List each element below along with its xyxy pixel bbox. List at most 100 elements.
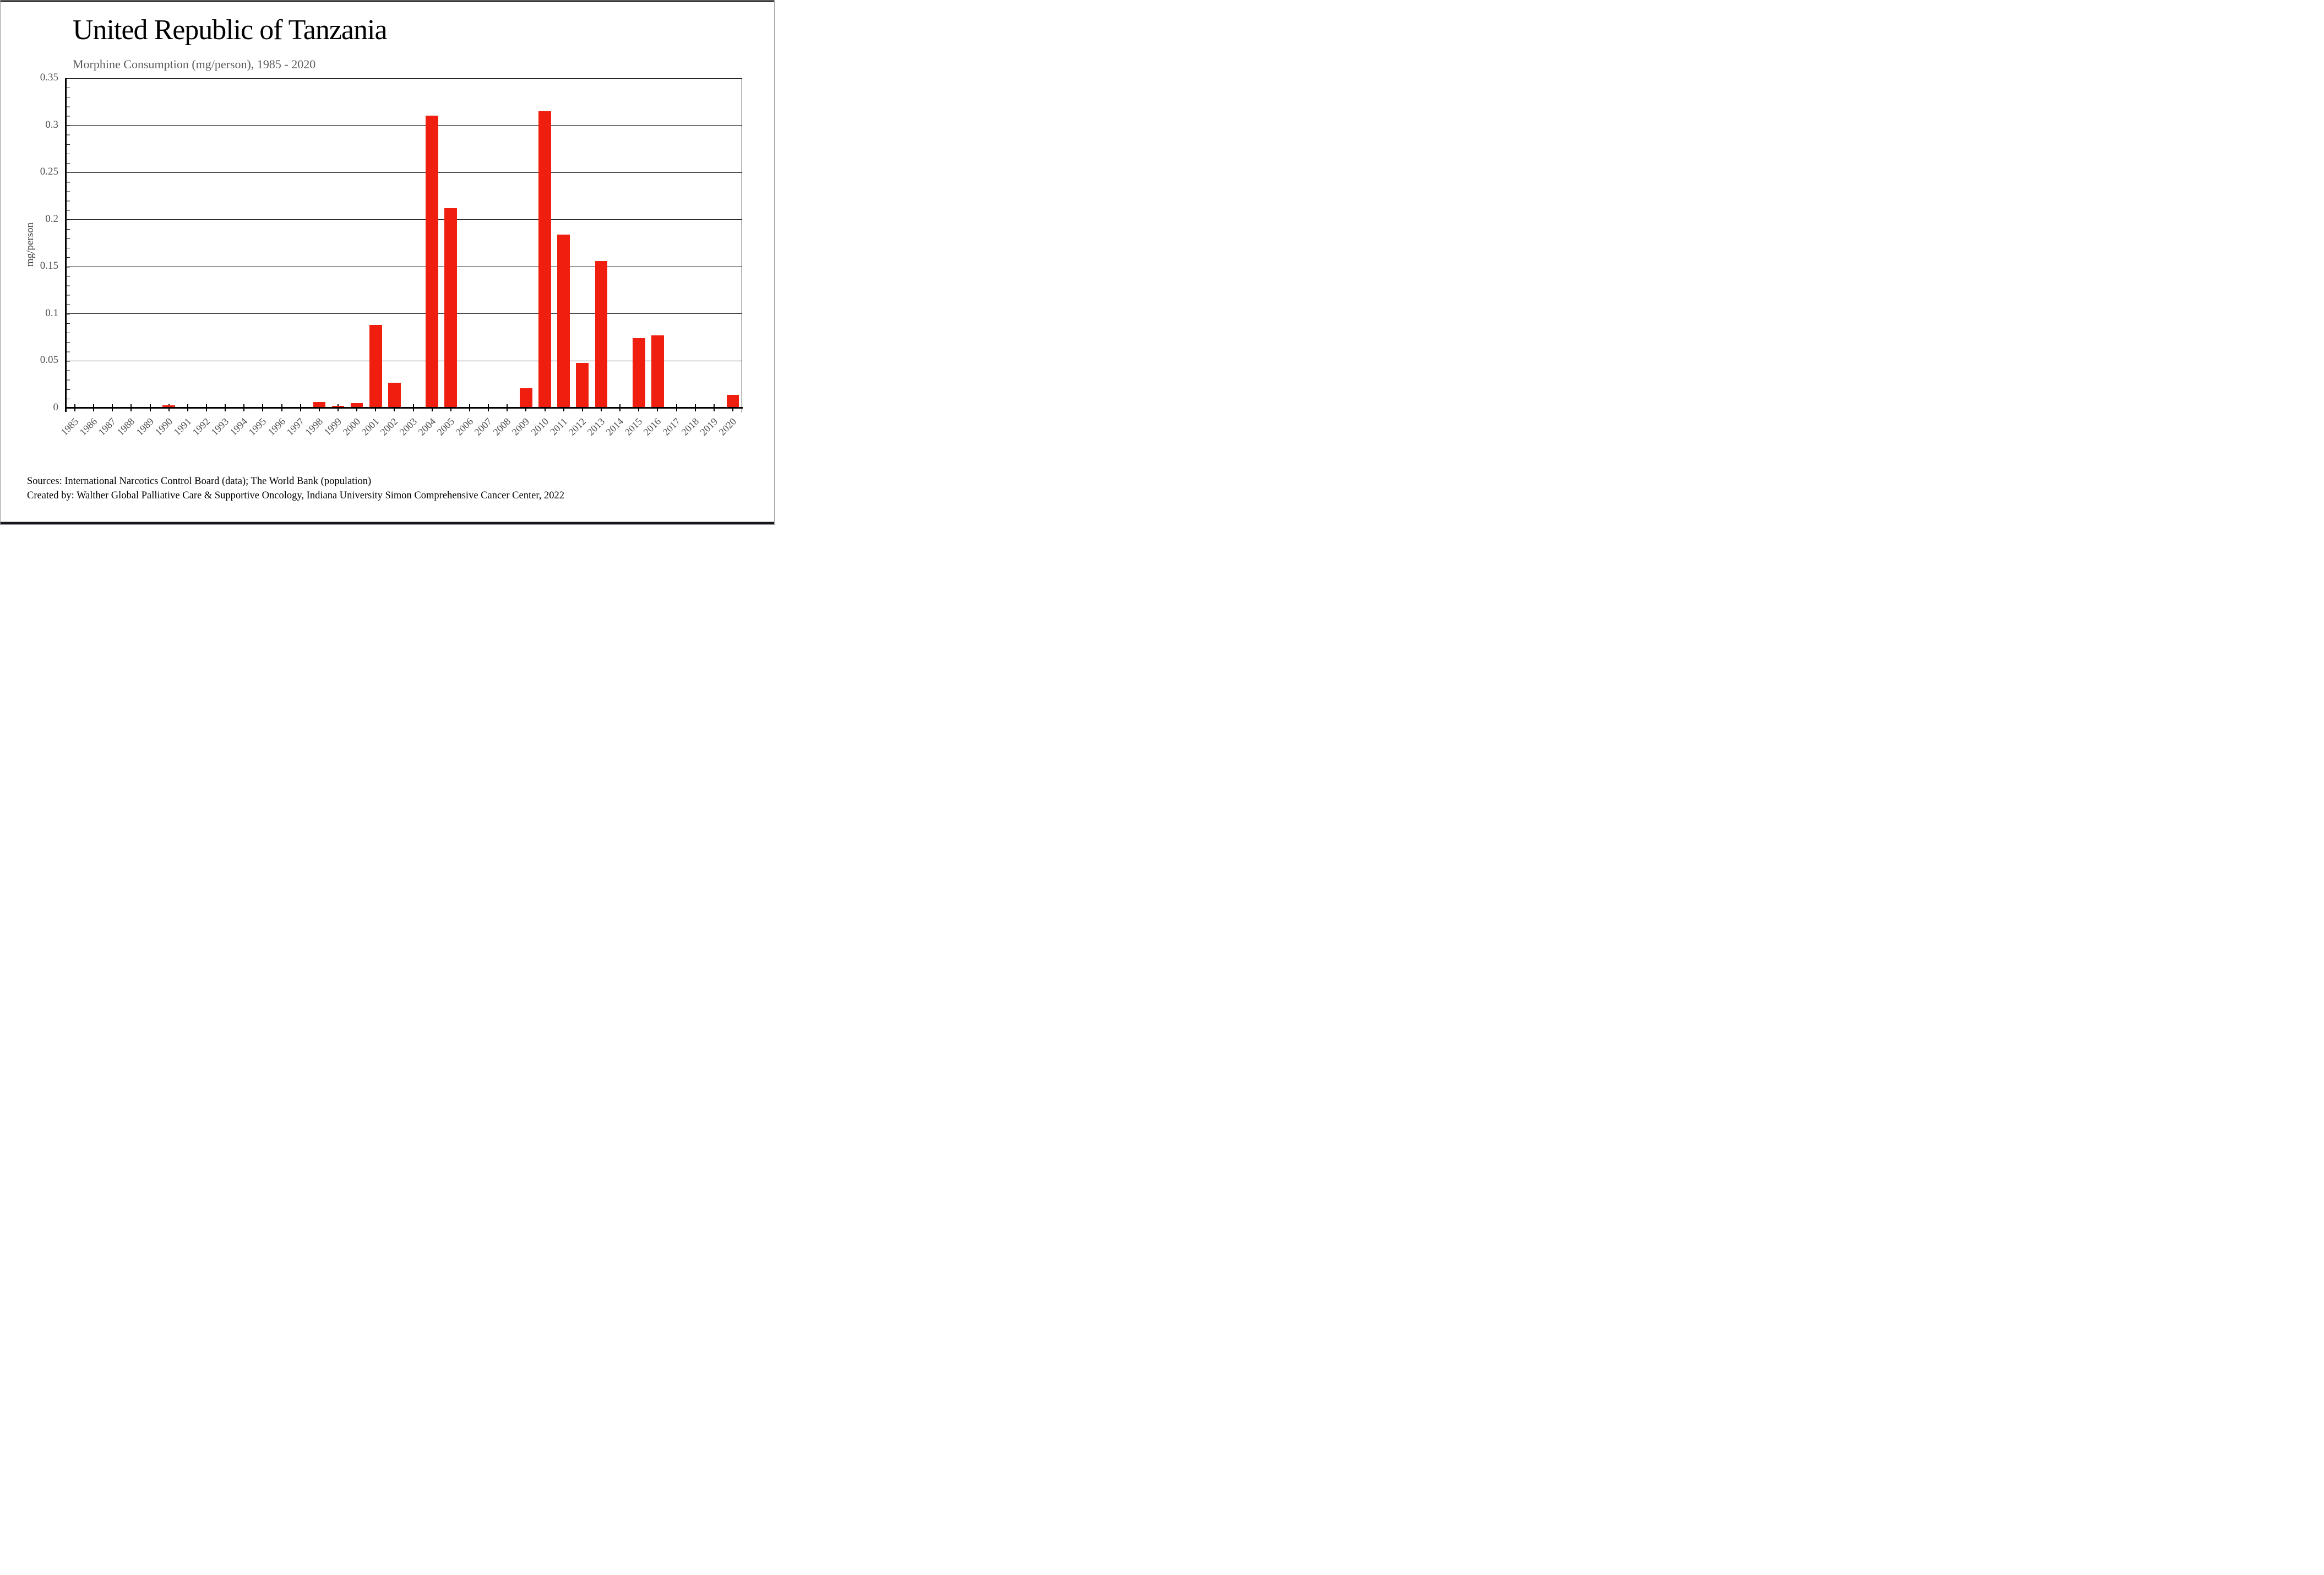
bar-2020 xyxy=(726,394,739,407)
x-tick-label-2004: 2004 xyxy=(416,416,438,438)
x-tick-label-2015: 2015 xyxy=(622,416,645,438)
x-tick-label-1992: 1992 xyxy=(190,416,213,438)
bar-1999 xyxy=(331,406,345,407)
bar-2004 xyxy=(426,116,439,407)
x-tick-1997 xyxy=(300,404,301,411)
right-border-line xyxy=(741,78,742,412)
x-tick-1995 xyxy=(262,404,264,411)
x-tick-label-2017: 2017 xyxy=(660,416,682,438)
x-tick-label-2008: 2008 xyxy=(491,416,513,438)
x-tick-label-1999: 1999 xyxy=(322,416,344,438)
y-tick-label-0.25: 0.25 xyxy=(40,166,58,178)
bar-2012 xyxy=(576,362,589,407)
y-tick-label-0.1: 0.1 xyxy=(45,307,58,319)
x-tick-label-1997: 1997 xyxy=(284,416,306,438)
x-tick-2018 xyxy=(694,404,696,411)
x-tick-1994 xyxy=(243,404,245,411)
x-tick-label-1985: 1985 xyxy=(58,416,81,438)
plot-area xyxy=(65,78,743,412)
x-tick-label-2019: 2019 xyxy=(698,416,720,438)
x-tick-label-2010: 2010 xyxy=(529,416,551,438)
x-tick-2004 xyxy=(431,404,433,411)
x-tick-2000 xyxy=(356,404,358,411)
x-tick-label-2007: 2007 xyxy=(472,416,494,438)
y-tick-label-0.3: 0.3 xyxy=(45,118,58,131)
x-tick-2014 xyxy=(619,404,621,411)
x-tick-2001 xyxy=(375,404,377,411)
x-tick-label-1990: 1990 xyxy=(153,416,175,438)
x-tick-label-2018: 2018 xyxy=(679,416,701,438)
bar-1998 xyxy=(313,402,326,407)
x-tick-label-2013: 2013 xyxy=(585,416,607,438)
x-tick-label-2002: 2002 xyxy=(378,416,400,438)
y-axis-minor-ticks xyxy=(66,78,70,408)
x-tick-label-1986: 1986 xyxy=(77,416,100,438)
x-tick-label-2001: 2001 xyxy=(359,416,382,438)
chart-page: United Republic of Tanzania Morphine Con… xyxy=(0,0,775,525)
x-tick-label-1989: 1989 xyxy=(134,416,156,438)
x-tick-2009 xyxy=(525,404,527,411)
page-title: United Republic of Tanzania xyxy=(73,14,388,46)
x-tick-label-1998: 1998 xyxy=(303,416,325,438)
x-tick-1991 xyxy=(187,404,188,411)
bar-2002 xyxy=(388,382,401,407)
x-tick-2016 xyxy=(657,404,658,411)
bar-2001 xyxy=(369,325,382,407)
x-tick-label-2012: 2012 xyxy=(566,416,588,438)
bar-2015 xyxy=(632,338,645,407)
bar-2011 xyxy=(557,234,570,407)
bar-2016 xyxy=(651,335,664,407)
gridline-0.1 xyxy=(66,313,742,314)
x-tick-label-1987: 1987 xyxy=(96,416,118,438)
bar-2005 xyxy=(444,208,458,407)
x-tick-2017 xyxy=(676,404,677,411)
x-tick-1986 xyxy=(93,404,95,411)
x-tick-2011 xyxy=(563,404,564,411)
x-tick-1985 xyxy=(74,404,76,411)
y-tick-label-0.2: 0.2 xyxy=(45,213,58,225)
x-tick-1989 xyxy=(149,404,151,411)
x-axis-line xyxy=(65,407,743,409)
credit-line: Created by: Walther Global Palliative Ca… xyxy=(27,490,564,501)
x-tick-1992 xyxy=(206,404,208,411)
x-tick-1998 xyxy=(318,404,320,411)
y-axis-line xyxy=(65,78,67,412)
x-tick-label-1988: 1988 xyxy=(115,416,137,438)
y-tick-label-0.35: 0.35 xyxy=(40,72,58,83)
gridline-0.2 xyxy=(66,219,742,220)
x-tick-2010 xyxy=(544,404,546,411)
y-tick-label-0.15: 0.15 xyxy=(40,260,58,272)
source-note: Sources: International Narcotics Control… xyxy=(27,474,564,503)
gridline-0.25 xyxy=(66,172,742,173)
x-tick-label-1995: 1995 xyxy=(246,416,269,438)
y-tick-label-0: 0 xyxy=(53,401,59,413)
x-tick-2012 xyxy=(581,404,583,411)
bar-1990 xyxy=(162,405,176,407)
x-tick-2019 xyxy=(713,404,715,411)
x-tick-1988 xyxy=(130,404,132,411)
x-tick-2008 xyxy=(507,404,508,411)
x-tick-2005 xyxy=(450,404,451,411)
x-tick-2007 xyxy=(488,404,489,411)
bar-2013 xyxy=(595,260,608,407)
bar-2010 xyxy=(538,111,551,407)
gridline-0.35 xyxy=(66,78,742,79)
x-tick-label-2000: 2000 xyxy=(340,416,363,438)
x-tick-2015 xyxy=(638,404,640,411)
x-tick-label-1991: 1991 xyxy=(171,416,194,438)
window-bottom-strip xyxy=(1,521,774,522)
x-tick-1987 xyxy=(112,404,113,411)
x-tick-label-2014: 2014 xyxy=(603,416,626,438)
x-tick-label-2016: 2016 xyxy=(641,416,663,438)
page-subtitle: Morphine Consumption (mg/person), 1985 -… xyxy=(73,57,316,71)
bar-2000 xyxy=(350,403,363,407)
x-tick-label-2011: 2011 xyxy=(547,416,569,438)
gridline-0.3 xyxy=(66,125,742,126)
x-tick-2020 xyxy=(732,404,733,411)
x-tick-label-2020: 2020 xyxy=(716,416,739,438)
x-tick-1999 xyxy=(338,404,339,411)
x-tick-label-1994: 1994 xyxy=(227,416,250,438)
x-tick-2002 xyxy=(394,404,395,411)
window-bottom-bar xyxy=(1,522,774,524)
x-tick-label-1996: 1996 xyxy=(265,416,287,438)
